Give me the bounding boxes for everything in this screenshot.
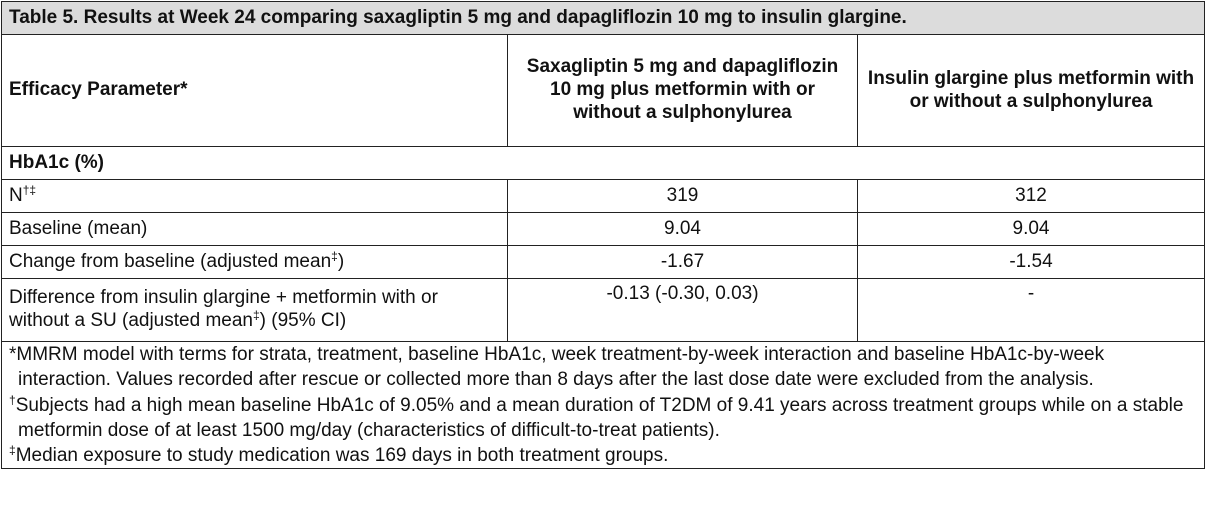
row-label: Change from baseline (adjusted mean‡) [1, 245, 508, 279]
section-hba1c: HbA1c (%) [0, 146, 1205, 180]
row-value-col2: - [856, 278, 1205, 342]
footnote-mark: † [9, 392, 16, 407]
table-caption: Table 5. Results at Week 24 comparing sa… [0, 1, 1205, 35]
row-value-col1: 319 [507, 179, 858, 213]
header-saxagliptin-dapagliflozin: Saxagliptin 5 mg and dapagliflozin 10 mg… [507, 34, 858, 147]
row-value-col2: 312 [856, 179, 1205, 213]
row-value-col2: -1.54 [856, 245, 1205, 279]
table-row: Baseline (mean) 9.04 9.04 [1, 212, 1205, 246]
footnotes-row: *MMRM model with terms for strata, treat… [0, 340, 1205, 470]
row-value-col1: 9.04 [507, 212, 858, 246]
row-label: N†‡ [1, 179, 508, 213]
section-row: HbA1c (%) [0, 146, 1205, 180]
header-row: Efficacy Parameter* Saxagliptin 5 mg and… [1, 34, 1205, 147]
table-row: Change from baseline (adjusted mean‡) -1… [1, 245, 1205, 279]
footnote-mark: †‡ [22, 182, 37, 197]
footnote-mark: ‡ [252, 308, 260, 322]
footnotes: *MMRM model with terms for strata, treat… [0, 340, 1205, 470]
row-value-col1: -1.67 [507, 245, 858, 279]
footnote-mark: ‡ [331, 248, 338, 263]
header-efficacy-parameter: Efficacy Parameter* [1, 34, 508, 147]
footnote-mmrm: *MMRM model with terms for strata, treat… [9, 344, 1105, 391]
footnote-mark: ‡ [9, 443, 16, 458]
footnote-exposure: ‡Median exposure to study medication was… [9, 443, 669, 467]
table-row: Difference from insulin glargine + metfo… [1, 278, 1205, 342]
caption-row: Table 5. Results at Week 24 comparing sa… [0, 1, 1205, 35]
footnote-subjects: †Subjects had a high mean baseline HbA1c… [9, 392, 1184, 441]
row-value-col2: 9.04 [856, 212, 1205, 246]
results-table: Table 5. Results at Week 24 comparing sa… [0, 1, 1205, 470]
header-insulin-glargine: Insulin glargine plus metformin with or … [856, 34, 1205, 147]
row-label: Difference from insulin glargine + metfo… [1, 278, 508, 342]
table-row: N†‡ 319 312 [1, 179, 1205, 213]
row-label: Baseline (mean) [1, 212, 508, 246]
row-value-col1: -0.13 (-0.30, 0.03) [507, 278, 858, 342]
